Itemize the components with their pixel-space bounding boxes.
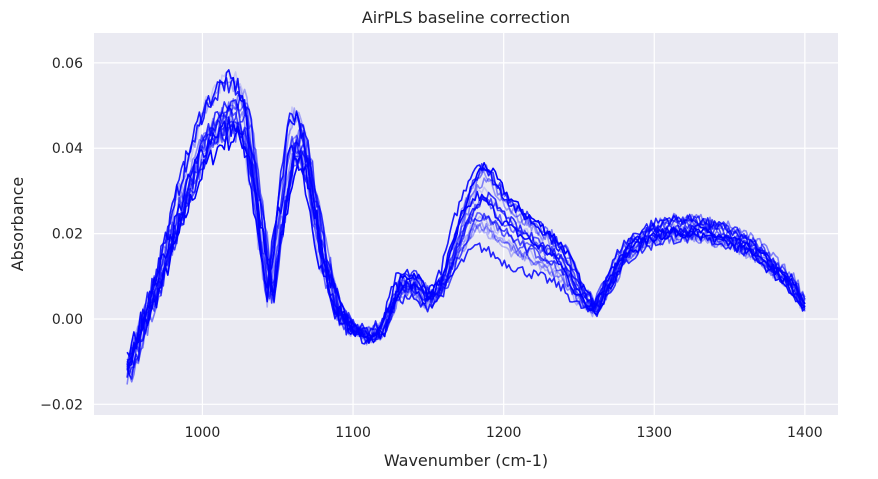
x-axis-label: Wavenumber (cm-1) xyxy=(384,451,548,470)
spectrum-line xyxy=(126,105,806,368)
x-tick-label: 1100 xyxy=(335,425,371,441)
y-tick-labels: −0.02 0.00 0.02 0.04 0.06 xyxy=(40,56,83,413)
spectrum-line xyxy=(126,94,806,385)
spectrum-line xyxy=(126,98,806,383)
x-tick-label: 1000 xyxy=(185,425,221,441)
spectrum-line xyxy=(126,121,806,365)
x-tick-label: 1200 xyxy=(486,425,522,441)
spectrum-line xyxy=(126,70,806,375)
chart-title: AirPLS baseline correction xyxy=(362,8,570,27)
spectrum-line xyxy=(126,115,805,368)
spectrum-line xyxy=(126,118,806,367)
y-axis-label: Absorbance xyxy=(8,177,27,272)
y-tick-label: 0.00 xyxy=(52,312,83,328)
y-tick-label: −0.02 xyxy=(40,397,83,413)
x-tick-label: 1400 xyxy=(787,425,823,441)
y-tick-label: 0.06 xyxy=(52,56,83,72)
spectrum-line xyxy=(126,104,806,378)
y-tick-label: 0.04 xyxy=(52,141,83,157)
spectrum-line xyxy=(126,118,806,368)
x-tick-label: 1300 xyxy=(636,425,672,441)
x-tick-labels: 1000 1100 1200 1300 1400 xyxy=(185,425,823,441)
y-tick-label: 0.02 xyxy=(52,227,83,243)
spectrum-line xyxy=(126,80,806,378)
series-group xyxy=(126,69,806,385)
